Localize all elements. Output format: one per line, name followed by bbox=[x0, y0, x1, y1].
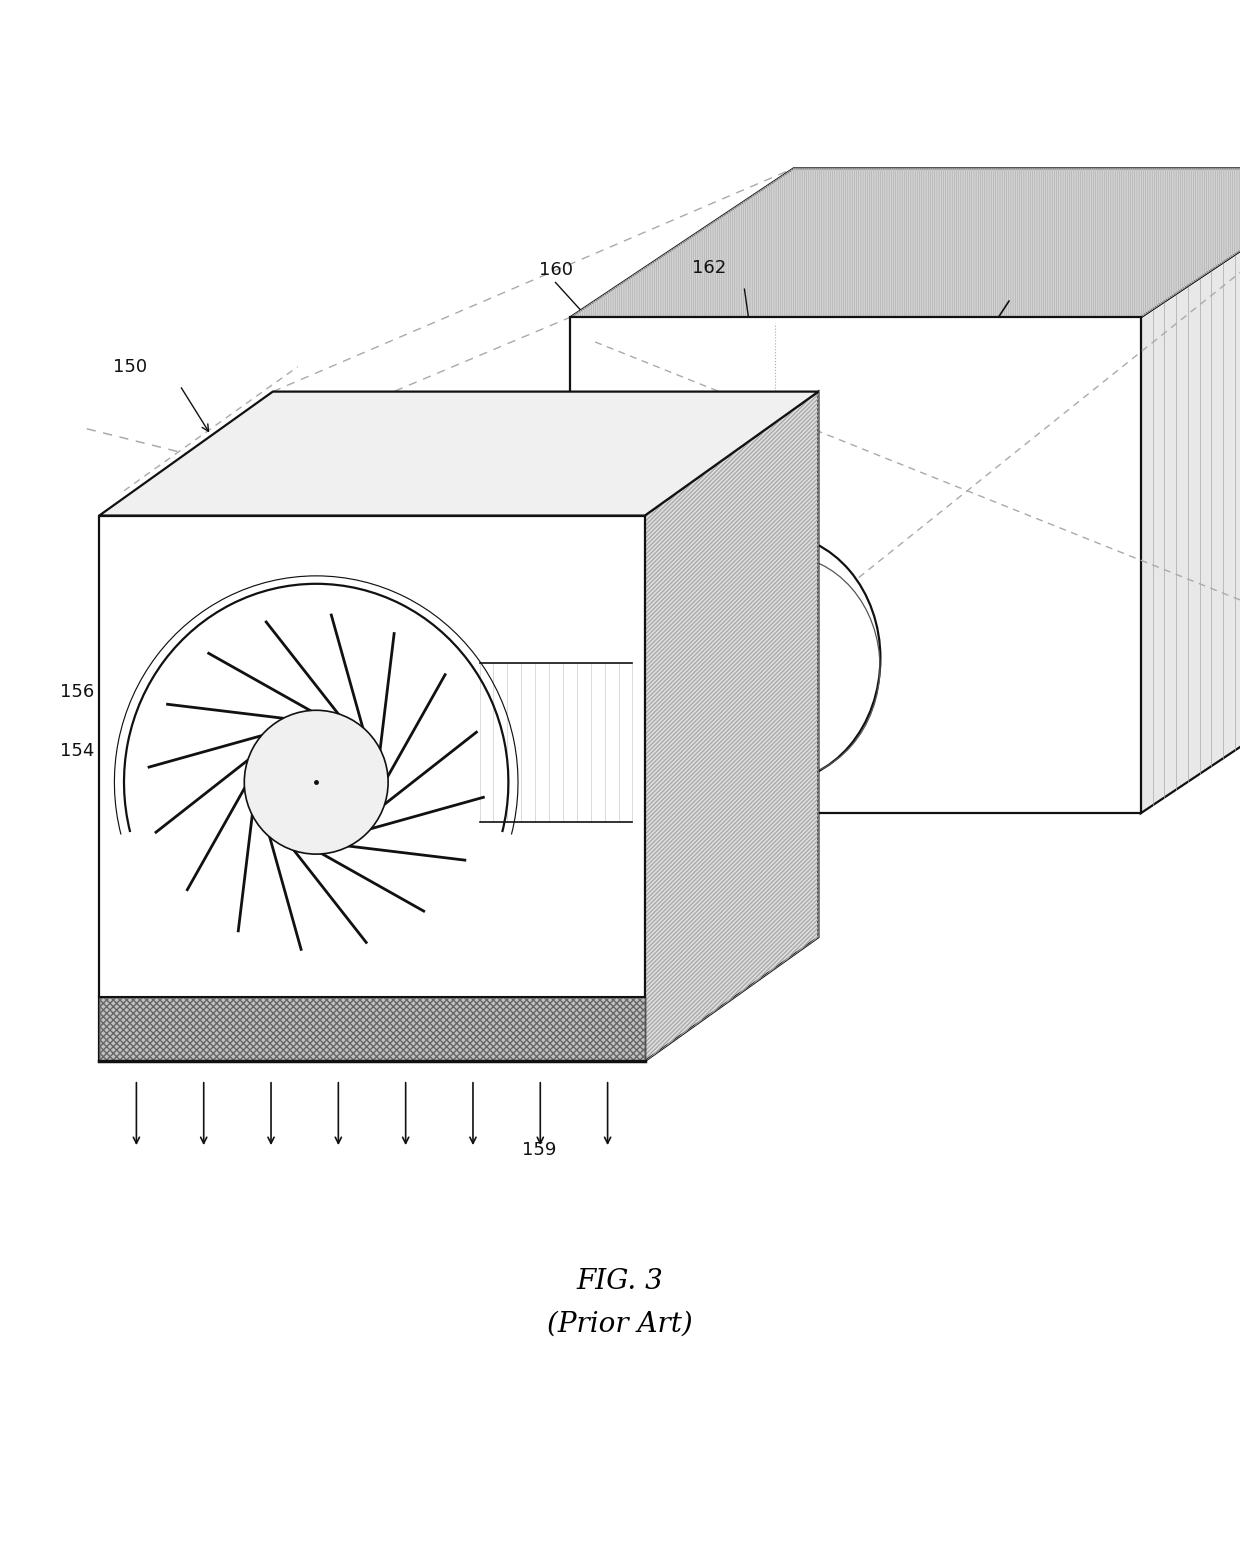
Polygon shape bbox=[570, 169, 1240, 317]
Polygon shape bbox=[645, 391, 818, 1062]
Polygon shape bbox=[570, 317, 1141, 813]
Text: FIG. 3: FIG. 3 bbox=[577, 1268, 663, 1296]
Polygon shape bbox=[99, 515, 645, 1062]
Text: 156: 156 bbox=[60, 683, 94, 700]
Text: 150: 150 bbox=[113, 359, 148, 376]
Text: 154: 154 bbox=[60, 742, 94, 760]
Text: 162: 162 bbox=[692, 259, 727, 276]
Text: 160: 160 bbox=[538, 261, 573, 279]
Ellipse shape bbox=[670, 534, 880, 782]
Text: 159: 159 bbox=[522, 1141, 557, 1159]
Text: (Prior Art): (Prior Art) bbox=[547, 1310, 693, 1338]
Polygon shape bbox=[99, 996, 645, 1062]
Polygon shape bbox=[99, 391, 818, 515]
Ellipse shape bbox=[244, 711, 388, 854]
Text: 158: 158 bbox=[361, 596, 396, 615]
Polygon shape bbox=[1141, 169, 1240, 813]
